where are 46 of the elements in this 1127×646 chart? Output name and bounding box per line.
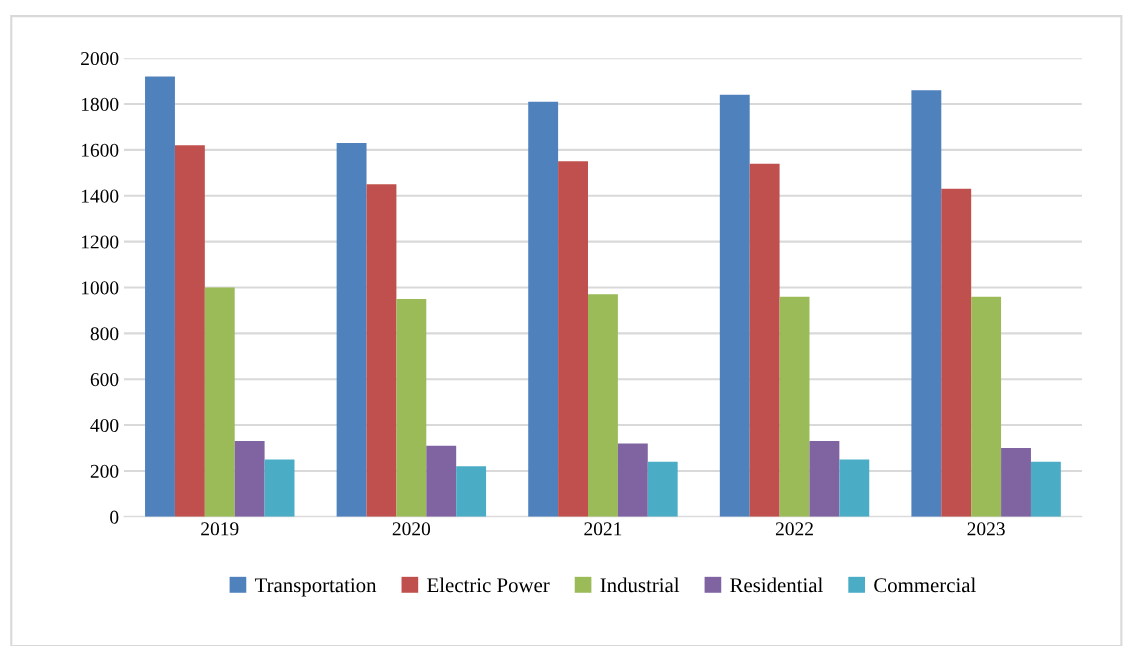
- bar: [396, 298, 427, 517]
- legend-label: Residential: [730, 577, 823, 593]
- bar: [839, 459, 870, 517]
- bar: [145, 76, 175, 517]
- bar: [234, 441, 265, 517]
- bar: [719, 94, 750, 517]
- bar: [528, 101, 559, 517]
- legend-label: Transportation: [254, 578, 377, 597]
- y-tick-label: 800: [90, 327, 119, 341]
- x-tick-label: 2019: [201, 522, 239, 536]
- y-tick-label: 200: [90, 464, 119, 478]
- bar: [174, 145, 205, 517]
- bar: [749, 163, 780, 517]
- y-tick-label: 1400: [81, 189, 119, 203]
- y-tick-label: 1800: [81, 97, 119, 111]
- y-tick-label: 400: [90, 418, 119, 433]
- bar: [779, 296, 810, 517]
- bar: [558, 161, 588, 517]
- legend-label: Industrial: [600, 577, 680, 593]
- x-tick-label: 2022: [775, 522, 813, 536]
- bar: [456, 466, 487, 517]
- bar: [426, 445, 457, 517]
- bar: [1001, 448, 1031, 517]
- bar: [336, 142, 367, 517]
- bar: [366, 184, 397, 517]
- y-tick-label: 1200: [81, 235, 119, 249]
- legend-label: Commercial: [874, 577, 976, 593]
- legend-label: Electric Power: [427, 577, 550, 593]
- y-tick-label: 1600: [81, 143, 119, 157]
- x-tick-label: 2023: [967, 522, 1005, 536]
- y-tick-label: 600: [90, 373, 119, 387]
- y-tick-label: 2000: [81, 51, 119, 66]
- bar: [911, 90, 942, 517]
- bar: [204, 287, 235, 517]
- bar: [1030, 461, 1061, 517]
- y-tick-label: 1000: [81, 281, 119, 295]
- x-tick-label: 2021: [584, 522, 622, 536]
- bar: [647, 461, 678, 517]
- y-tick-label: 0: [110, 510, 119, 524]
- x-tick-label: 2020: [392, 522, 431, 536]
- bar: [809, 441, 840, 517]
- bar: [588, 294, 618, 517]
- bar: [264, 459, 295, 517]
- bar: [941, 188, 972, 517]
- bar: [617, 443, 648, 517]
- bar: [971, 296, 1002, 517]
